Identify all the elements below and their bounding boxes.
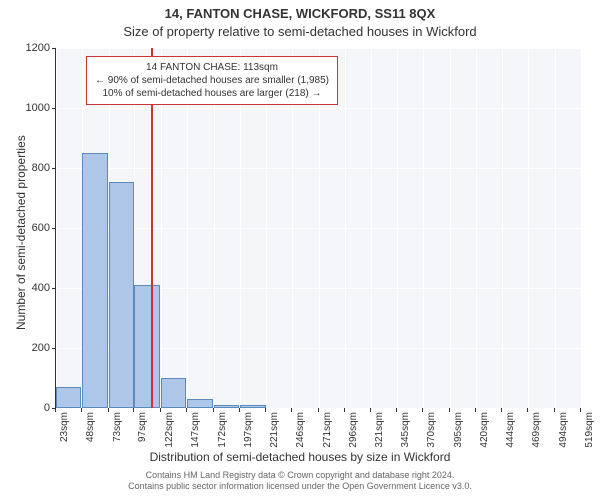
ytick-label: 0 [10, 402, 50, 414]
xtick-mark [475, 408, 476, 412]
y-axis-label: Number of semi-detached properties [14, 135, 28, 330]
gridline-v [502, 48, 503, 408]
annotation-box: 14 FANTON CHASE: 113sqm ← 90% of semi-de… [86, 56, 338, 105]
histogram-bar [56, 387, 81, 408]
xtick-mark [554, 408, 555, 412]
gridline-v [423, 48, 424, 408]
xtick-mark [81, 408, 82, 412]
ytick-label: 1000 [10, 102, 50, 114]
histogram-bar [214, 405, 239, 408]
xtick-mark [265, 408, 266, 412]
gridline-v [450, 48, 451, 408]
plot-area: 14 FANTON CHASE: 113sqm ← 90% of semi-de… [55, 48, 581, 409]
gridline-v [371, 48, 372, 408]
histogram-bar [134, 285, 159, 408]
chart-title-sub: Size of property relative to semi-detach… [0, 24, 600, 39]
annotation-line3: 10% of semi-detached houses are larger (… [95, 87, 329, 100]
gridline-v [528, 48, 529, 408]
xtick-mark [160, 408, 161, 412]
xtick-mark [344, 408, 345, 412]
gridline-v [345, 48, 346, 408]
histogram-bar [82, 153, 107, 408]
gridline-v [555, 48, 556, 408]
xtick-mark [370, 408, 371, 412]
xtick-mark [318, 408, 319, 412]
xtick-mark [239, 408, 240, 412]
histogram-bar [161, 378, 186, 408]
histogram-bar [240, 405, 265, 408]
histogram-bar [109, 182, 134, 409]
footer-line1: Contains HM Land Registry data © Crown c… [0, 470, 600, 481]
chart-title-main: 14, FANTON CHASE, WICKFORD, SS11 8QX [0, 6, 600, 21]
gridline-v [397, 48, 398, 408]
histogram-bar [187, 399, 212, 408]
xtick-mark [449, 408, 450, 412]
gridline-v [581, 48, 582, 408]
xtick-mark [213, 408, 214, 412]
chart-footer: Contains HM Land Registry data © Crown c… [0, 470, 600, 493]
xtick-mark [55, 408, 56, 412]
gridline-v [476, 48, 477, 408]
annotation-line2: ← 90% of semi-detached houses are smalle… [95, 74, 329, 87]
ytick-label: 1200 [10, 42, 50, 54]
gridline-v [56, 48, 57, 408]
xtick-mark [186, 408, 187, 412]
xtick-mark [108, 408, 109, 412]
xtick-mark [527, 408, 528, 412]
xtick-mark [291, 408, 292, 412]
ytick-label: 200 [10, 342, 50, 354]
xtick-mark [133, 408, 134, 412]
footer-line2: Contains public sector information licen… [0, 481, 600, 492]
gridline-h [56, 408, 581, 409]
xtick-mark [501, 408, 502, 412]
annotation-line1: 14 FANTON CHASE: 113sqm [95, 61, 329, 74]
xtick-mark [580, 408, 581, 412]
histogram-chart: 14, FANTON CHASE, WICKFORD, SS11 8QX Siz… [0, 0, 600, 500]
xtick-mark [396, 408, 397, 412]
xtick-mark [422, 408, 423, 412]
x-axis-label: Distribution of semi-detached houses by … [0, 450, 600, 464]
